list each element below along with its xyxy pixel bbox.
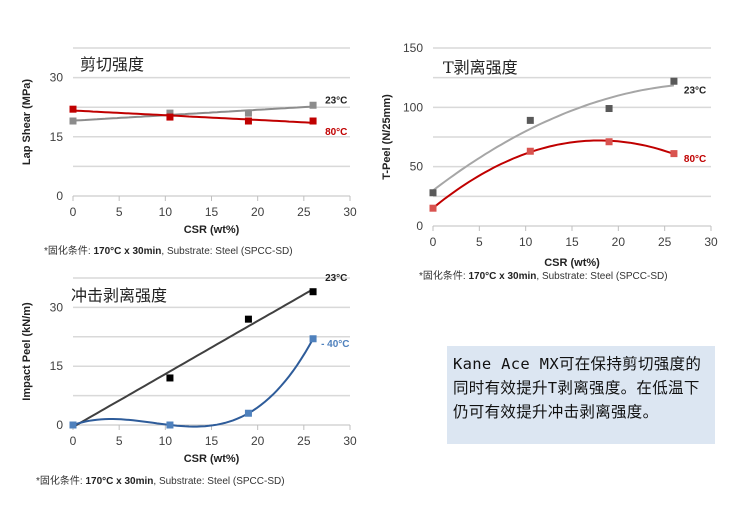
x-axis-label: CSR (wt%) <box>544 257 600 269</box>
y-tick-label: 100 <box>403 100 423 114</box>
trend-line-1 <box>72 338 314 428</box>
x-tick-label: 15 <box>565 235 579 249</box>
data-point <box>244 315 252 323</box>
series-label: 23°C <box>684 85 706 96</box>
chart-title: 冲击剥离强度 <box>71 286 167 305</box>
footnote-substrate: , Substrate: Steel (SPCC-SD) <box>153 476 285 487</box>
x-tick-label: 30 <box>343 205 357 219</box>
footnote-cure: 170°C x 30min <box>93 246 162 257</box>
chart-3: 0 5 10 15 20 25 30 0 15 30 CSR (wt%) Impact Peel (k… <box>21 273 357 465</box>
x-tick-label: 30 <box>343 434 357 448</box>
data-point <box>166 113 174 121</box>
y-tick-label: 15 <box>50 130 64 144</box>
x-tick-label: 20 <box>612 235 626 249</box>
footnote-prefix: *固化条件: <box>36 476 86 487</box>
data-point <box>309 288 317 296</box>
data-point <box>526 116 534 124</box>
trend-line-1 <box>72 109 314 124</box>
y-tick-label: 30 <box>50 71 64 85</box>
x-tick-label: 10 <box>519 235 533 249</box>
y-tick-label: 30 <box>50 300 64 314</box>
y-tick-label: 0 <box>56 418 63 432</box>
trend-line-0 <box>432 84 675 192</box>
chart-2: 0 5 10 15 20 25 30 0 50 100 150 CSR (wt%) T-Peel (N/… <box>381 41 718 269</box>
series-label: 80°C <box>325 127 347 138</box>
footnote-substrate: , Substrate: Steel (SPCC-SD) <box>536 271 668 282</box>
data-point <box>605 138 613 146</box>
data-point <box>166 109 174 117</box>
trend-line-0 <box>72 105 314 122</box>
y-tick-label: 0 <box>56 189 63 203</box>
data-point <box>244 117 252 125</box>
footnote-prefix: *固化条件: <box>419 271 469 282</box>
x-tick-label: 10 <box>159 205 173 219</box>
x-tick-label: 0 <box>430 235 437 249</box>
footnote-cure: 170°C x 30min <box>85 476 154 487</box>
data-point <box>309 117 317 125</box>
data-point <box>69 421 77 429</box>
data-point <box>69 105 77 113</box>
y-tick-label: 0 <box>416 219 423 233</box>
x-axis-label: CSR (wt%) <box>184 224 240 236</box>
summary-note: Kane Ace MX可在保持剪切强度的同时有效提升T剥离强度。在低温下仍可有效… <box>447 346 715 444</box>
series-label: 80°C <box>684 154 706 165</box>
x-tick-label: 25 <box>658 235 672 249</box>
footnote-impact-peel: *固化条件: 170°C x 30min, Substrate: Steel (… <box>36 472 285 487</box>
trend-line-0 <box>72 288 314 428</box>
data-point <box>244 109 252 117</box>
data-point <box>309 101 317 109</box>
y-tick-label: 15 <box>50 359 64 373</box>
data-point <box>605 105 613 113</box>
x-tick-label: 25 <box>297 205 311 219</box>
y-axis-label: Impact Peel (kN/m) <box>21 302 33 401</box>
x-tick-label: 20 <box>251 205 265 219</box>
data-point <box>670 150 678 158</box>
data-point <box>69 117 77 125</box>
footnote-lap-shear: *固化条件: 170°C x 30min, Substrate: Steel (… <box>44 242 293 257</box>
footnote-prefix: *固化条件: <box>44 246 94 257</box>
x-tick-label: 0 <box>70 434 77 448</box>
series-label: 23°C <box>325 273 347 284</box>
x-tick-label: 20 <box>251 434 265 448</box>
x-tick-label: 10 <box>159 434 173 448</box>
x-tick-label: 25 <box>297 434 311 448</box>
y-axis-label: Lap Shear (MPa) <box>21 79 33 166</box>
footnote-t-peel: *固化条件: 170°C x 30min, Substrate: Steel (… <box>419 267 668 282</box>
x-tick-label: 30 <box>704 235 718 249</box>
x-tick-label: 15 <box>205 434 219 448</box>
trend-line-1 <box>432 139 675 209</box>
data-point <box>526 147 534 155</box>
footnote-substrate: , Substrate: Steel (SPCC-SD) <box>161 246 293 257</box>
x-tick-label: 5 <box>476 235 483 249</box>
data-point <box>166 374 174 382</box>
data-point <box>244 409 252 417</box>
chart-title: 剪切强度 <box>80 55 144 74</box>
x-tick-label: 5 <box>116 205 123 219</box>
data-point <box>429 189 437 197</box>
data-point <box>670 77 678 85</box>
x-axis-label: CSR (wt%) <box>184 453 240 465</box>
x-tick-label: 0 <box>70 205 77 219</box>
x-tick-label: 5 <box>116 434 123 448</box>
y-axis-label: T-Peel (N/25mm) <box>381 94 393 180</box>
series-label: 23°C <box>325 96 347 107</box>
y-tick-label: 150 <box>403 41 423 55</box>
x-tick-label: 15 <box>205 205 219 219</box>
series-label: - 40°C <box>321 339 349 350</box>
footnote-cure: 170°C x 30min <box>468 271 537 282</box>
data-point <box>166 421 174 429</box>
chart-title: T剥离强度 <box>443 58 518 77</box>
chart-1: 0 5 10 15 20 25 30 0 15 30 CSR (wt%) Lap Shear (MPa… <box>21 47 357 236</box>
data-point <box>429 204 437 212</box>
y-tick-label: 50 <box>410 160 424 174</box>
data-point <box>309 335 317 343</box>
